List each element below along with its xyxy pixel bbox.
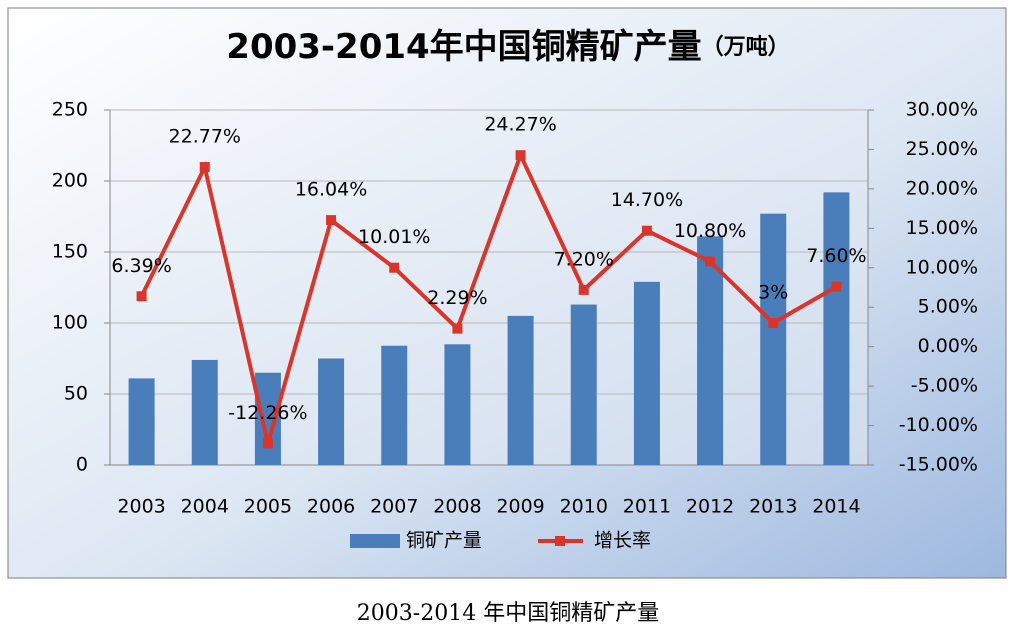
caption: 2003-2014 年中国铜精矿产量 bbox=[357, 601, 659, 626]
line bbox=[139, 149, 838, 444]
value-label: 16.04% bbox=[295, 179, 367, 201]
legend-label: 铜矿产量 bbox=[406, 530, 482, 552]
bar bbox=[697, 236, 724, 465]
y2-tick-label: 0.00% bbox=[918, 335, 978, 357]
marker bbox=[389, 262, 400, 273]
y2-tick-label: -5.00% bbox=[911, 375, 978, 397]
bar bbox=[823, 192, 850, 466]
marker bbox=[831, 281, 842, 292]
y2-tick-label: 20.00% bbox=[906, 177, 978, 199]
bar bbox=[128, 378, 155, 465]
value-label: 7.20% bbox=[554, 248, 614, 270]
marker bbox=[199, 162, 210, 173]
marker bbox=[262, 438, 273, 449]
title-unit: （万吨） bbox=[702, 35, 790, 60]
marker bbox=[705, 256, 716, 267]
marker bbox=[768, 318, 779, 328]
value-label: 7.60% bbox=[806, 245, 866, 267]
legend-swatch bbox=[350, 534, 400, 548]
chart-title: 2003-2014年中国铜精矿产量（万吨） bbox=[226, 27, 789, 67]
value-label: 10.80% bbox=[674, 220, 746, 242]
y-tick-label: 150 bbox=[52, 241, 88, 263]
y-tick-label: 250 bbox=[52, 99, 88, 121]
legend-marker bbox=[555, 536, 565, 546]
marker bbox=[578, 284, 589, 295]
y-tick-label: 100 bbox=[52, 312, 88, 334]
plot-area bbox=[110, 110, 868, 465]
bar bbox=[381, 345, 408, 465]
value-label: 22.77% bbox=[169, 126, 241, 148]
bar bbox=[633, 281, 660, 465]
x-tick-label: 2003 bbox=[117, 496, 165, 518]
bar bbox=[507, 315, 534, 465]
bar bbox=[570, 304, 597, 465]
bar bbox=[444, 344, 471, 465]
x-tick-label: 2008 bbox=[433, 496, 481, 518]
marker bbox=[452, 323, 463, 334]
y2-tick-label: 15.00% bbox=[906, 217, 978, 239]
value-label: -12.26% bbox=[228, 402, 307, 424]
y2-tick-label: 30.00% bbox=[906, 99, 978, 121]
bar bbox=[318, 358, 345, 465]
marker bbox=[515, 150, 526, 161]
y-tick-label: 50 bbox=[64, 383, 88, 405]
x-tick-label: 2006 bbox=[307, 496, 355, 518]
y2-tick-label: -15.00% bbox=[899, 454, 978, 476]
y2-tick-label: 10.00% bbox=[906, 256, 978, 278]
x-tick-label: 2010 bbox=[560, 496, 608, 518]
y2-tick-label: 25.00% bbox=[906, 138, 978, 160]
x-tick-label: 2011 bbox=[623, 496, 671, 518]
x-tick-label: 2007 bbox=[370, 496, 418, 518]
marker bbox=[641, 225, 652, 236]
y2-tick-label: -10.00% bbox=[899, 414, 978, 436]
x-tick-label: 2013 bbox=[749, 496, 797, 518]
y2-tick-label: 5.00% bbox=[918, 296, 978, 318]
y-tick-label: 0 bbox=[76, 454, 88, 476]
marker bbox=[326, 215, 337, 226]
x-tick-label: 2012 bbox=[686, 496, 734, 518]
value-label: 24.27% bbox=[484, 114, 556, 136]
legend-label: 增长率 bbox=[594, 530, 651, 552]
x-tick-label: 2004 bbox=[181, 496, 229, 518]
bar bbox=[191, 359, 218, 465]
y-tick-label: 200 bbox=[52, 170, 88, 192]
title: 2003-2014年中国铜精矿产量 bbox=[226, 27, 701, 67]
value-label: 14.70% bbox=[611, 189, 683, 211]
marker bbox=[136, 291, 147, 302]
x-tick-label: 2014 bbox=[812, 496, 860, 518]
value-label: 2.29% bbox=[427, 287, 487, 309]
value-label: 10.01% bbox=[358, 226, 430, 248]
x-tick-label: 2005 bbox=[244, 496, 292, 518]
value-label: 3% bbox=[758, 282, 788, 304]
bar bbox=[760, 213, 787, 465]
value-label: 6.39% bbox=[111, 255, 171, 277]
x-tick-label: 2009 bbox=[496, 496, 544, 518]
